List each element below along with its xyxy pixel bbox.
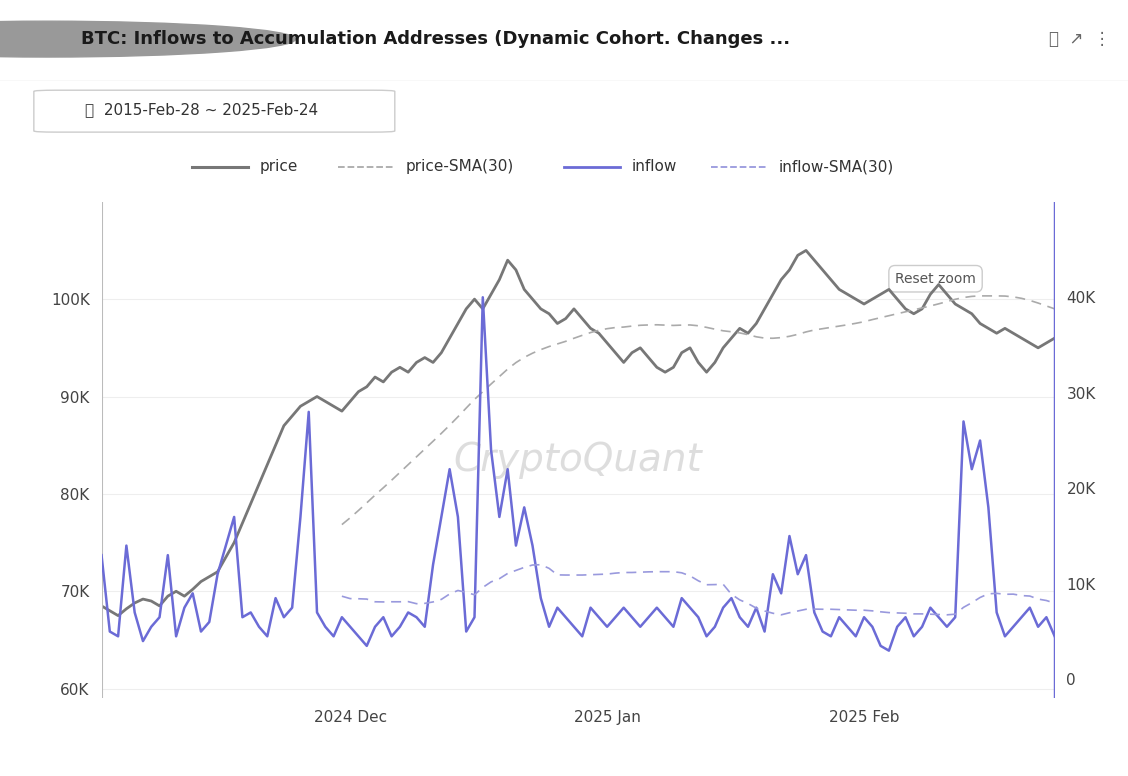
Text: inflow-SMA(30): inflow-SMA(30) [778,159,893,175]
Text: ⛶  ↗  ⋮: ⛶ ↗ ⋮ [1049,30,1111,48]
Text: price: price [259,159,298,175]
Text: 📅  2015-Feb-28 ~ 2025-Feb-24: 📅 2015-Feb-28 ~ 2025-Feb-24 [85,102,318,117]
Text: CryptoQuant: CryptoQuant [453,441,703,479]
Circle shape [0,21,296,57]
Text: BTC: Inflows to Accumulation Addresses (Dynamic Cohort. Changes ...: BTC: Inflows to Accumulation Addresses (… [81,30,791,48]
FancyBboxPatch shape [34,90,395,132]
Text: inflow: inflow [632,159,677,175]
Text: price-SMA(30): price-SMA(30) [406,159,514,175]
Text: Reset zoom: Reset zoom [896,272,976,286]
